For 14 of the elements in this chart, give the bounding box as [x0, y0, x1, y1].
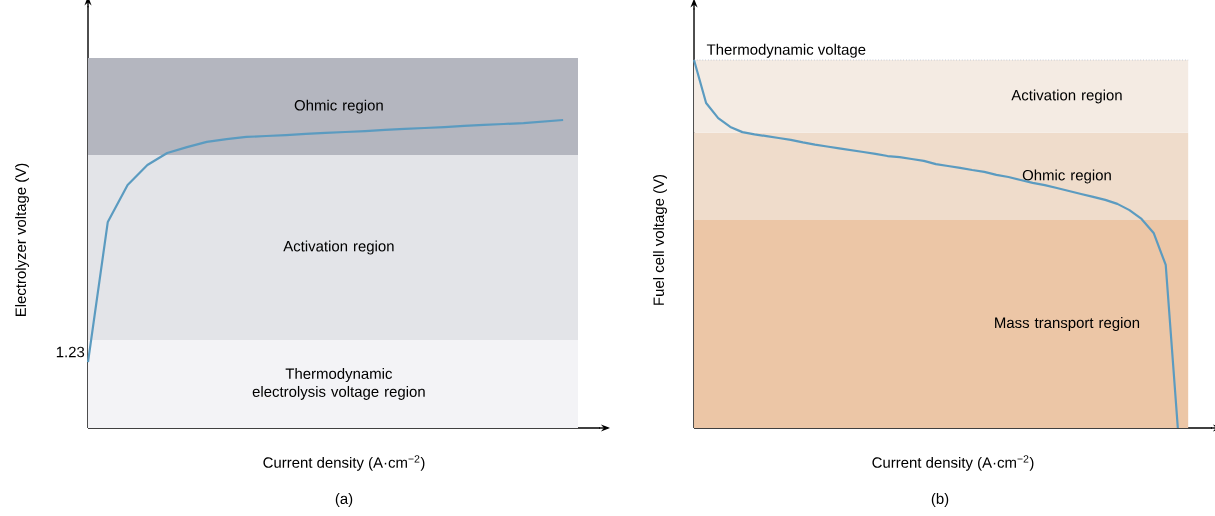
y-axis-title: Fuel cell voltage (V) — [653, 174, 667, 305]
band-label: Activation region — [283, 240, 394, 255]
text: (b) — [931, 493, 949, 507]
ref-line-label: Thermodynamic voltage — [706, 43, 866, 58]
text: 1.23 — [56, 346, 85, 358]
y-axis-title: Electrolyzer voltage (V) — [15, 163, 29, 317]
band-label: Ohmic region — [294, 99, 383, 114]
x-axis-title: Current density (A·cm$^{−2}$) — [872, 455, 1034, 471]
band-label: Ohmic region — [1022, 169, 1111, 184]
band-label: Mass transport region — [995, 317, 1140, 331]
band-label: Thermodynamic electrolysis voltage region — [252, 368, 425, 400]
text: (a) — [335, 493, 353, 507]
band-label: Activation region — [1011, 89, 1122, 104]
x-axis-title: Current density (A·cm$^{−2}$) — [263, 455, 425, 471]
